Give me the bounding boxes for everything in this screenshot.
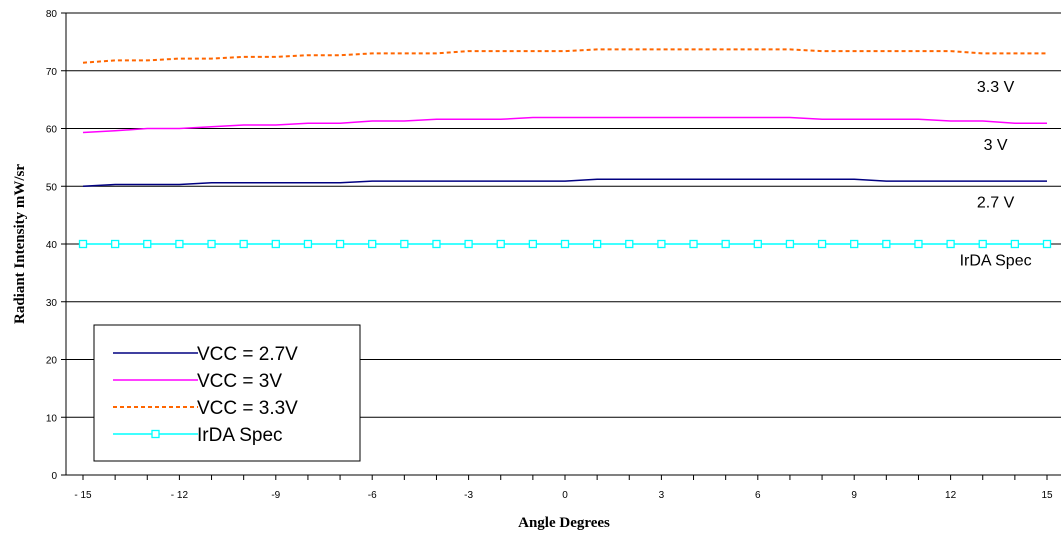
y-tick-label: 80 — [46, 9, 58, 20]
series-line-1 — [82, 116, 1047, 134]
series-point-3 — [496, 239, 505, 249]
y-tick-label: 70 — [46, 67, 58, 78]
legend-label: VCC = 3.3V — [197, 398, 298, 419]
y-tick-label: 60 — [46, 125, 58, 136]
series-point-3 — [817, 239, 827, 249]
annotations: 3.3 V 3 V 2.7 V IrDA Spec — [960, 79, 1032, 269]
legend-box — [93, 324, 361, 462]
x-tick-label: 6 — [755, 490, 761, 501]
series-layer — [78, 48, 1052, 249]
x-tick-label: - 15 — [74, 490, 92, 501]
x-tick-label: - 12 — [171, 490, 189, 501]
x-tick-label: -9 — [271, 490, 280, 501]
line-annotation: 3 V — [984, 137, 1008, 154]
line-annotation: 3.3 V — [977, 79, 1015, 96]
x-tick-label: -6 — [368, 490, 377, 501]
series-point-3 — [914, 239, 923, 249]
series-point-3 — [978, 239, 987, 249]
y-tick-label: 40 — [46, 240, 58, 251]
series-point-3 — [1010, 239, 1020, 249]
series-point-3 — [335, 239, 345, 249]
series-point-3 — [78, 239, 88, 249]
series-point-3 — [850, 239, 859, 249]
series-line-2 — [82, 48, 1047, 64]
series-point-3 — [946, 239, 955, 249]
series-point-3 — [271, 239, 280, 249]
legend: VCC = 2.7V VCC = 3V VCC = 3.3V IrDA Spec — [93, 324, 361, 462]
y-tick-label: 50 — [46, 182, 58, 193]
tick-labels: 0 10 20 30 40 50 60 70 80 - 15 - 12 -9 -6 -3 0 3 6 9 12 15 — [46, 9, 1053, 501]
x-tick-label: -3 — [464, 490, 473, 501]
series-point-3 — [400, 239, 409, 249]
series-point-3 — [560, 239, 570, 249]
y-tick-label: 10 — [46, 413, 58, 424]
series-point-3 — [785, 239, 795, 249]
y-tick-label: 0 — [51, 471, 57, 482]
series-point-3 — [239, 239, 248, 249]
y-tick-label: 30 — [46, 298, 58, 309]
series-point-3 — [143, 239, 152, 249]
series-point-3 — [592, 239, 602, 249]
series-point-3 — [657, 239, 666, 249]
series-point-3 — [528, 239, 538, 249]
series-point-3 — [368, 239, 377, 249]
series-point-3 — [753, 239, 762, 249]
series-point-3 — [1042, 239, 1052, 249]
x-tick-label: 3 — [659, 490, 665, 501]
legend-label: VCC = 3V — [197, 371, 282, 392]
series-point-3 — [882, 239, 891, 249]
legend-marker — [151, 429, 160, 439]
x-tick-label: 0 — [562, 490, 568, 501]
series-point-3 — [110, 239, 120, 249]
series-line-0 — [82, 178, 1047, 188]
line-annotation: IrDA Spec — [960, 252, 1032, 269]
line-annotation: 2.7 V — [977, 195, 1015, 212]
x-tick-label: 9 — [851, 490, 857, 501]
legend-label: IrDA Spec — [197, 425, 283, 446]
series-point-3 — [625, 239, 634, 249]
y-tick-label: 20 — [46, 356, 58, 367]
series-point-3 — [464, 239, 473, 249]
y-axis-title: Radiant Intensity mW/sr — [12, 164, 28, 324]
series-point-3 — [432, 239, 441, 249]
series-point-3 — [721, 239, 730, 249]
series-point-3 — [175, 239, 184, 249]
series-point-3 — [303, 239, 313, 249]
x-tick-label: 12 — [945, 490, 957, 501]
legend-label: VCC = 2.7V — [197, 344, 298, 365]
series-point-3 — [689, 239, 698, 249]
series-point-3 — [207, 239, 216, 249]
x-tick-label: 15 — [1041, 490, 1053, 501]
x-axis-title: Angle Degrees — [518, 515, 610, 531]
